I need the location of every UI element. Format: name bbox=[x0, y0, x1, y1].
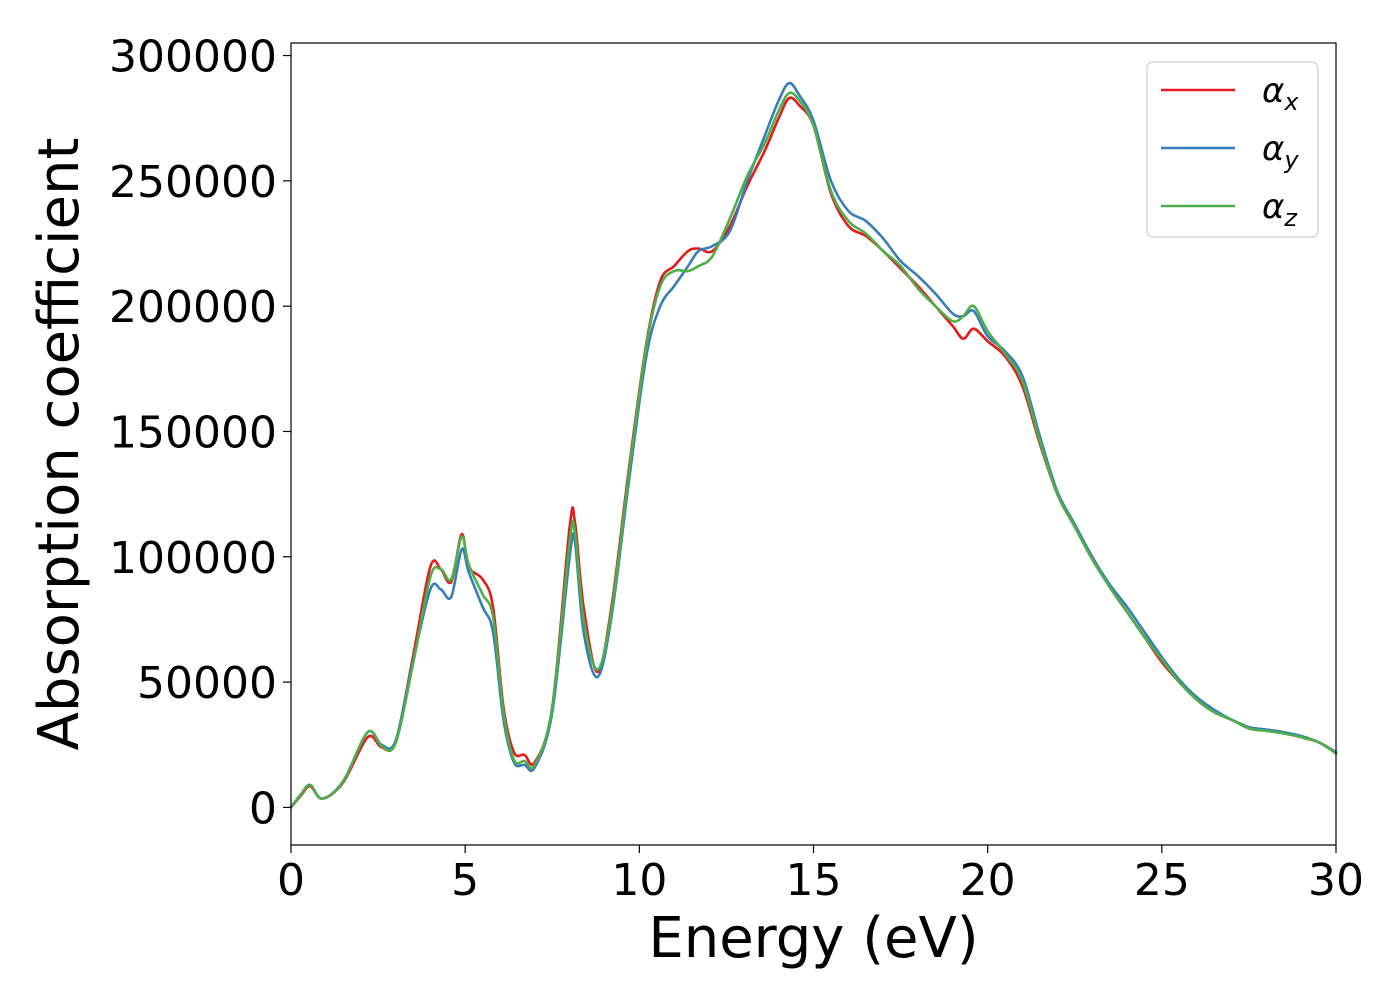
series-line-y bbox=[289, 81, 1338, 809]
legend-label-subscript: x bbox=[1283, 88, 1299, 116]
x-tick-label: 25 bbox=[1134, 855, 1190, 906]
legend-label: αx bbox=[1262, 71, 1299, 116]
x-tick-label: 0 bbox=[277, 855, 305, 906]
y-tick-label: 0 bbox=[249, 783, 277, 834]
legend-label-subscript: z bbox=[1283, 204, 1298, 232]
legend-box bbox=[1146, 61, 1319, 238]
x-axis-ticks: 0 5 10 15 20 25 30 bbox=[277, 845, 1364, 906]
legend-item-y: αy bbox=[1161, 129, 1299, 174]
x-tick-label: 30 bbox=[1308, 855, 1364, 906]
y-tick-label: 150000 bbox=[109, 407, 277, 458]
y-tick-label: 250000 bbox=[109, 157, 277, 208]
y-tick-label: 100000 bbox=[109, 533, 277, 584]
y-axis-ticks: 0 50000 100000 150000 200000 250000 300000 bbox=[109, 32, 291, 834]
legend-item-z: αz bbox=[1161, 187, 1298, 232]
y-axis-label: Absorption coefficient bbox=[27, 138, 92, 751]
legend-label: αy bbox=[1262, 129, 1299, 174]
x-tick-label: 5 bbox=[451, 855, 479, 906]
y-tick-label: 50000 bbox=[137, 658, 277, 709]
x-tick-label: 10 bbox=[611, 855, 667, 906]
series-layer bbox=[289, 81, 1338, 809]
x-tick-label: 20 bbox=[960, 855, 1016, 906]
x-axis-label: Energy (eV) bbox=[648, 906, 978, 971]
legend-label-subscript: y bbox=[1283, 146, 1299, 174]
legend-label-main: α bbox=[1262, 71, 1284, 111]
y-tick-label: 200000 bbox=[109, 282, 277, 333]
y-tick-label: 300000 bbox=[109, 32, 277, 83]
legend-label-main: α bbox=[1262, 187, 1284, 227]
series-line-z bbox=[289, 91, 1338, 809]
legend-label-main: α bbox=[1262, 129, 1284, 169]
x-tick-label: 15 bbox=[786, 855, 842, 906]
legend-label: αz bbox=[1262, 187, 1298, 232]
legend-item-x: αx bbox=[1161, 71, 1299, 116]
